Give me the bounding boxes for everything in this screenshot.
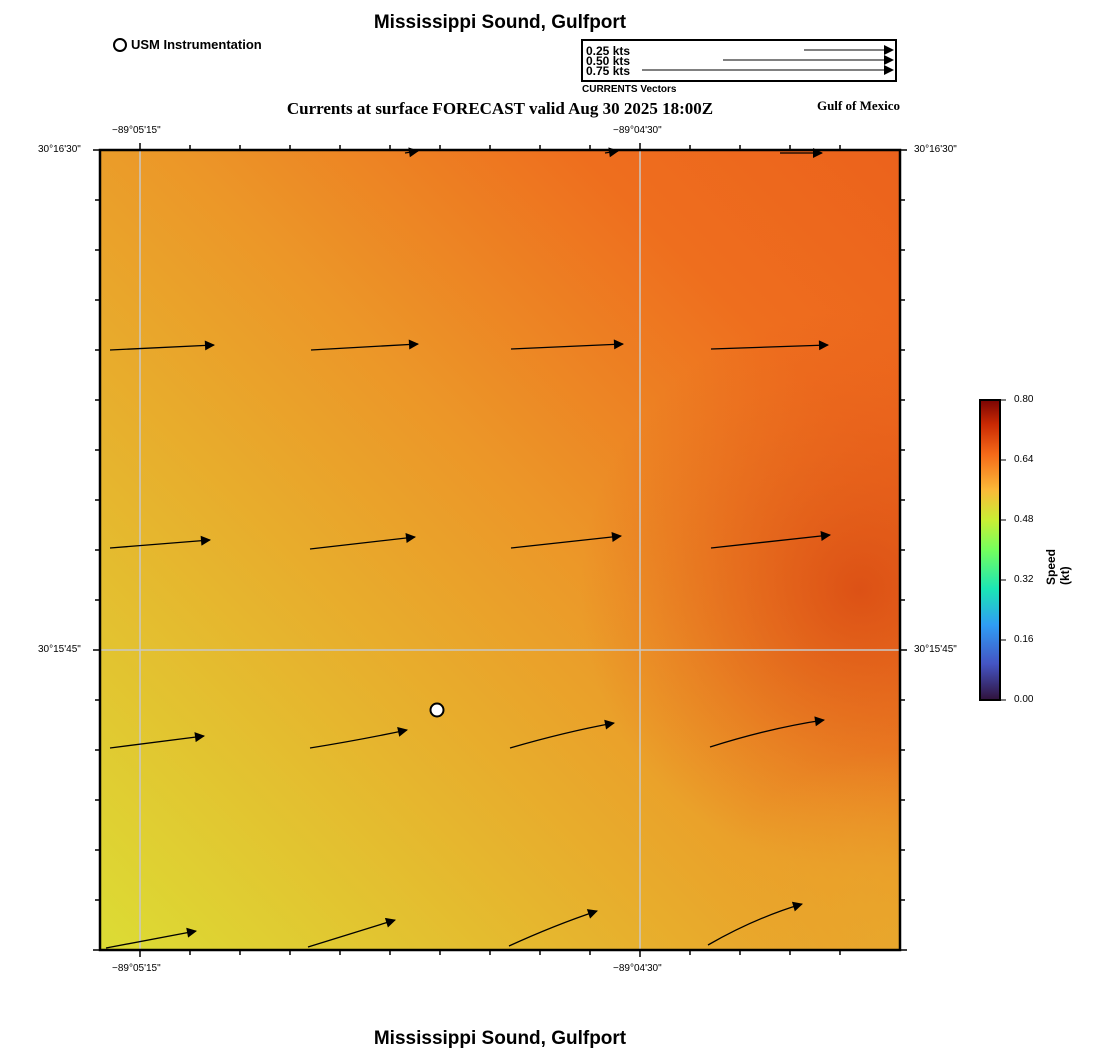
current-vector — [510, 339, 624, 350]
vector-legend-label-050: 0.50 kts — [586, 54, 631, 68]
lat-label-left-1: 30°16'30" — [38, 144, 81, 155]
colorbar-tick-label: 0.48 — [1014, 514, 1034, 525]
station-legend-label: USM Instrumentation — [131, 37, 262, 52]
map-footer-title: Mississippi Sound, Gulfport — [373, 1028, 627, 1049]
colorbar-tick-label: 0.32 — [1014, 574, 1034, 585]
colorbar — [979, 399, 1001, 701]
vector-legend-label-025: 0.25 kts — [586, 44, 631, 58]
vector-legend-caption: CURRENTS Vectors — [582, 84, 677, 95]
current-vectors — [105, 147, 831, 949]
current-vector — [404, 147, 419, 158]
current-vector — [310, 339, 419, 351]
current-vector — [307, 917, 396, 948]
colorbar-tick-label: 0.80 — [1014, 394, 1034, 405]
current-vector — [509, 719, 615, 749]
current-vector — [707, 901, 803, 946]
map-title: Mississippi Sound, Gulfport — [373, 12, 627, 33]
current-vector — [309, 726, 408, 749]
current-vector — [109, 732, 205, 749]
colorbar-tick-label: 0.00 — [1014, 694, 1034, 705]
colorbar-tick-label: 0.16 — [1014, 634, 1034, 645]
current-vector — [510, 532, 622, 549]
station-marker-icon — [113, 37, 127, 52]
vector-legend-arrows — [642, 45, 894, 75]
station-marker[interactable] — [429, 702, 445, 718]
current-vector — [709, 716, 825, 748]
colorbar-ticks — [1000, 399, 1006, 701]
frame-ticks — [93, 143, 907, 957]
colorbar-title: Speed (kt) — [1044, 548, 1072, 585]
colorbar-tick-label: 0.64 — [1014, 454, 1034, 465]
forecast-subtitle: Currents at surface FORECAST valid Aug 3… — [286, 99, 714, 118]
lon-label-bottom-1: −89°05'15" — [112, 963, 161, 974]
current-vector — [109, 535, 211, 549]
lat-label-right-1: 30°16'30" — [914, 144, 957, 155]
current-vector — [710, 531, 831, 549]
current-vector — [710, 340, 829, 351]
lat-label-left-2: 30°15'45" — [38, 644, 81, 655]
current-vector — [309, 533, 416, 550]
speed-field-corner-zone — [100, 150, 900, 950]
station-legend: USM Instrumentation — [113, 37, 262, 52]
lon-label-top-2: −89°04'30" — [613, 125, 662, 136]
lon-label-bottom-2: −89°04'30" — [613, 963, 662, 974]
current-vector — [604, 147, 619, 158]
current-vector — [109, 340, 215, 351]
vector-legend-label-075: 0.75 kts — [586, 64, 631, 78]
graticule — [100, 150, 900, 950]
lon-label-top-1: −89°05'15" — [112, 125, 161, 136]
current-vector — [508, 909, 598, 947]
current-vector — [105, 927, 197, 949]
lat-label-right-2: 30°15'45" — [914, 644, 957, 655]
region-label: Gulf of Mexico — [816, 98, 900, 113]
